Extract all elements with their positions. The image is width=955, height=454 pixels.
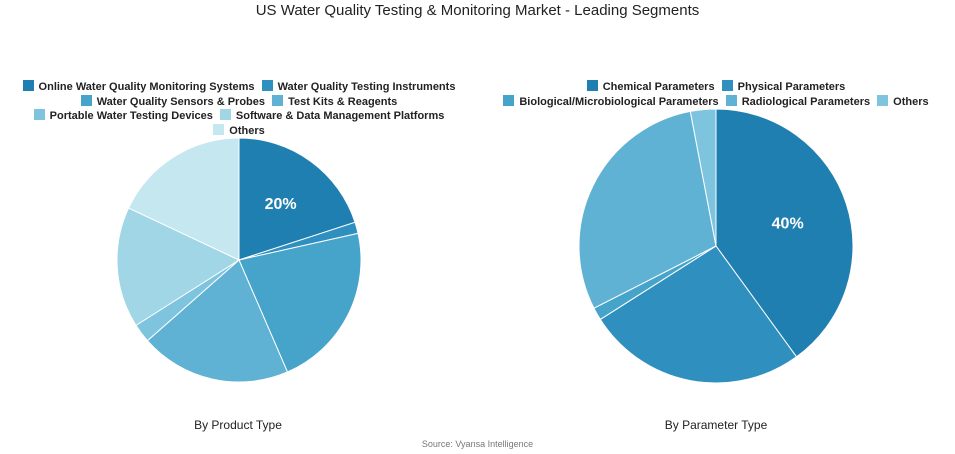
legend-label: Others	[229, 124, 265, 137]
pie-slice	[116, 207, 241, 327]
legend-label: Others	[893, 95, 929, 108]
legend-label: Water Quality Sensors & Probes	[96, 95, 266, 108]
legend-swatch	[219, 109, 231, 120]
slice-data-label: 40%	[772, 216, 804, 233]
pie-slice	[238, 137, 356, 261]
legend-swatch	[586, 80, 598, 91]
legend-swatch	[33, 109, 45, 120]
product-type-legend-item: Water Quality Testing Instruments	[261, 80, 456, 95]
legend-label: Online Water Quality Monitoring Systems	[38, 81, 255, 93]
product-type-legend-item: Test Kits & Reagents	[272, 94, 398, 110]
legend-swatch	[261, 80, 273, 91]
parameter-type-legend-item: Radiological Parameters	[725, 94, 871, 110]
legend-label: Chemical Parameters	[602, 81, 715, 93]
pie-slice	[599, 245, 798, 384]
legend-swatch	[80, 94, 92, 106]
legend-label: Physical Parameters	[737, 81, 846, 93]
product-type-legend-item: Software & Data Management Platforms	[219, 109, 445, 124]
legend-label: Software & Data Management Platforms	[235, 110, 445, 122]
legend-parameter-type: Chemical Parameters Physical Parameters …	[490, 80, 942, 109]
pie-slice	[146, 259, 289, 383]
legend-label: Biological/Microbiological Parameters	[519, 95, 719, 108]
source-note: Source: Vyansa Intelligence	[421, 439, 534, 449]
parameter-type-legend-item: Others	[877, 94, 929, 110]
chart-title: US Water Quality Testing & Monitoring Ma…	[255, 2, 700, 19]
legend-swatch	[721, 80, 733, 91]
caption-product-type: By Product Type	[194, 418, 282, 432]
parameter-type-legend-item: Chemical Parameters	[586, 80, 715, 95]
legend-label: Radiological Parameters	[741, 95, 871, 108]
product-type-legend-item: Online Water Quality Monitoring Systems	[22, 80, 255, 95]
product-type-legend-item: Water Quality Sensors & Probes	[80, 94, 266, 110]
pie-slice	[238, 232, 362, 373]
legend-swatch	[877, 94, 889, 106]
caption-parameter-type: By Parameter Type	[664, 418, 768, 432]
pie-slice	[578, 110, 717, 309]
legend-label: Water Quality Testing Instruments	[277, 81, 456, 93]
legend-label: Test Kits & Reagents	[288, 95, 398, 108]
pie-slice	[127, 137, 240, 261]
legend-swatch	[725, 94, 737, 106]
parameter-type-legend-item: Physical Parameters	[721, 80, 846, 95]
legend-label: Portable Water Testing Devices	[49, 110, 213, 122]
slice-data-label: 20%	[265, 196, 297, 213]
pie-slice	[689, 108, 717, 247]
legend-product-type: Online Water Quality Monitoring Systems …	[8, 80, 470, 138]
parameter-type-legend-item: Biological/Microbiological Parameters	[503, 94, 719, 110]
product-type-legend-item: Portable Water Testing Devices	[33, 109, 213, 124]
legend-swatch	[272, 94, 284, 106]
legend-swatch	[22, 80, 34, 91]
product-type-legend-item: Others	[213, 123, 265, 139]
legend-swatch	[213, 123, 225, 135]
legend-swatch	[503, 94, 515, 106]
pie-slice	[715, 108, 854, 358]
